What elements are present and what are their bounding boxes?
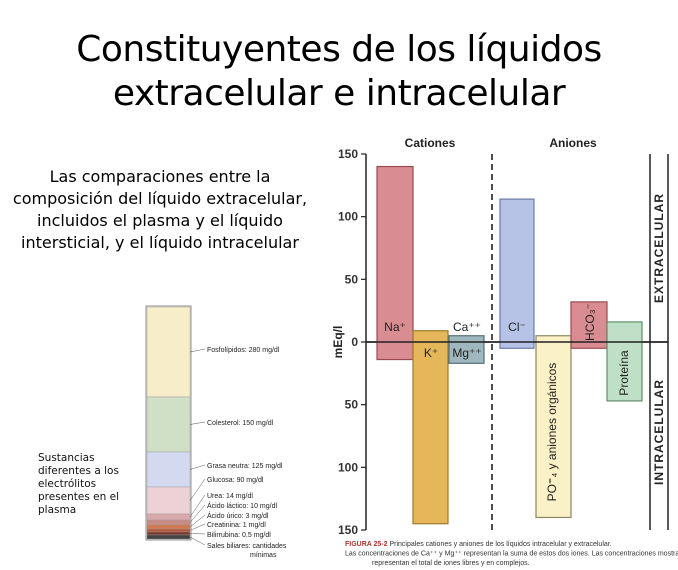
- plasma-segment-label: Fosfolípidos: 280 mg/dl: [207, 347, 280, 354]
- plasma-segment-label: Ácido láctico: 10 mg/dl: [207, 501, 277, 510]
- bar-label-mg: Mg⁺⁺: [452, 346, 481, 360]
- plasma-column-outline: [145, 305, 192, 541]
- description-text: Las comparaciones entre la composición d…: [12, 167, 308, 252]
- plasma-segment-label: Creatinina: 1 mg/dl: [207, 522, 266, 529]
- plasma-segment-label: Bilirrubina: 0.5 mg/dl: [207, 532, 271, 539]
- plasma-segment-label: Grasa neutra: 125 mg/dl: [207, 463, 283, 470]
- header-aniones: Aniones: [549, 136, 597, 150]
- bar-na: [376, 165, 414, 361]
- y-axis-label: mEq/l: [331, 326, 345, 359]
- plasma-segment: [146, 396, 191, 453]
- plasma-segment-label: Glucosa: 90 mg/dl: [207, 477, 264, 484]
- plasma-leader-line: [189, 504, 206, 523]
- caption-label: FIGURA 25-2: [345, 541, 389, 548]
- plasma-leader-line: [189, 348, 206, 353]
- y-tick-label: 150: [338, 147, 358, 161]
- plasma-leader-line: [189, 523, 206, 531]
- bar-cl: [499, 198, 535, 349]
- y-tick-label: 0: [351, 335, 358, 349]
- plasma-segment-label: Sales biliares: cantidades mínimas: [207, 543, 287, 559]
- y-tick-label: 100: [338, 210, 358, 224]
- page-title: Constituyentes de los líquidos extracelu…: [0, 28, 678, 116]
- header-cationes: Cationes: [405, 136, 456, 150]
- title-line-2: extracelular e intracelular: [112, 73, 566, 114]
- bar-ca-mg: [448, 335, 485, 364]
- plasma-leader-line: [189, 494, 206, 518]
- title-line-1: Constituyentes de los líquidos: [76, 29, 602, 70]
- plasma-leader-line: [189, 536, 206, 546]
- plasma-leader-line: [189, 514, 206, 528]
- y-tick-label: 100: [338, 460, 358, 474]
- bar-hco3: [570, 301, 608, 349]
- side-label: Sustancias diferentes a los electrólitos…: [38, 452, 120, 516]
- figure-caption: FIGURA 25-2 Principales cationes y anion…: [345, 541, 612, 548]
- y-tick-label: 50: [345, 272, 359, 286]
- plasma-segment-label: Ácido úrico: 3 mg/dl: [207, 511, 269, 520]
- plasma-leader-line: [189, 464, 206, 470]
- bar-label-ca: Ca⁺⁺: [453, 320, 481, 334]
- side-label-extracelular: EXTRACELULAR: [652, 193, 666, 303]
- plasma-segment: [146, 486, 191, 515]
- bar-protein: [606, 321, 643, 402]
- plasma-segment-label: Urea: 14 mg/dl: [207, 493, 253, 500]
- y-tick-label: 150: [338, 523, 358, 537]
- bar-label-cl: Cl⁻: [508, 320, 526, 334]
- plasma-leader-line: [189, 533, 206, 535]
- figure-caption-line: representan el total de iones libres y e…: [372, 560, 530, 567]
- bar-label-protein: Proteína: [617, 350, 631, 396]
- bar-label-hco3: HCO₃⁻: [583, 303, 597, 341]
- plasma-leader-line: [189, 478, 206, 501]
- plasma-leader-line: [189, 421, 206, 425]
- bar-label-k: K⁺: [424, 346, 438, 360]
- bar-po4-organic: [535, 335, 572, 519]
- y-tick-label: 50: [345, 398, 359, 412]
- figure-caption-line: Las concentraciones de Ca⁺⁺ y Mg⁺⁺ repre…: [345, 551, 678, 558]
- side-label-intracelular: INTRACELULAR: [652, 379, 666, 485]
- bar-k: [412, 330, 449, 525]
- bar-label-na: Na⁺: [384, 320, 406, 334]
- bar-label-po4: PO⁼₄ y aniones orgánicos: [545, 363, 559, 502]
- plasma-segment-label: Colesterol: 150 mg/dl: [207, 420, 274, 427]
